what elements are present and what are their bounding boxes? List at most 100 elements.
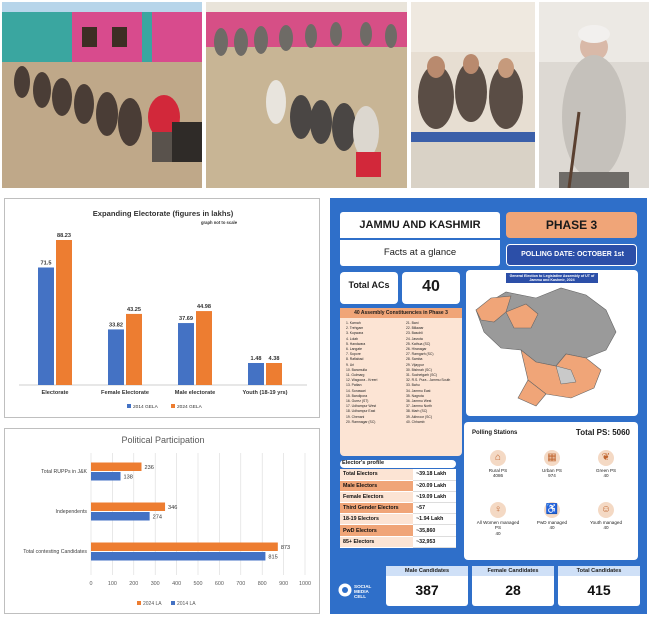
constituency-item: 26. Hiranagar <box>406 347 427 352</box>
ps-label: Youth managed <box>589 520 622 525</box>
constituency-item: 29. Vijaypur <box>406 362 424 367</box>
elector-label: Male Electors <box>340 480 414 492</box>
data-label: 71.5 <box>41 260 52 266</box>
leaf-icon: ❦ <box>598 450 614 466</box>
hbar-1-1 <box>91 512 150 521</box>
ps-item: ♀ All Women managed PS 40 <box>474 502 522 536</box>
polling-stations-box: Polling Stations Total PS: 5060 ⌂ Rural P… <box>464 422 638 560</box>
polling-stations-header: Polling Stations <box>472 430 518 436</box>
ps-value: 40 <box>549 525 555 531</box>
polling-date: POLLING DATE: OCTOBER 1st <box>521 251 624 258</box>
polling-date-box: POLLING DATE: OCTOBER 1st <box>506 244 637 266</box>
legend-label: 2014 GELA <box>133 404 159 410</box>
ps-value: 40 <box>603 473 609 479</box>
elector-row: 85+ Electors ~32,953 <box>340 536 456 548</box>
constituency-item: 3. Kupwara <box>346 331 364 336</box>
ps-item: ♿ PwD managed 40 <box>528 502 576 531</box>
constituency-item: 12. Wagoora - Kreeri <box>346 378 378 383</box>
photo-seated-voters <box>411 2 535 188</box>
elector-value: ~57 <box>413 502 456 515</box>
legend-swatch <box>137 601 141 605</box>
tick-label: 300 <box>151 581 160 587</box>
chart-title: Political Participation <box>121 435 204 445</box>
data-label: 33.82 <box>109 322 123 328</box>
constituency-item: 16. Gurez (ST) <box>346 399 369 404</box>
constituency-item: 31. Suchetgarh (SC) <box>406 373 437 378</box>
photo-queue-1 <box>2 2 202 188</box>
total-acs-value: 40 <box>422 278 440 295</box>
elector-row: Female Electors ~19.09 Lakh <box>340 491 456 504</box>
bar-youth-18-19-yrs--0 <box>248 363 264 385</box>
data-label: 274 <box>153 515 162 521</box>
electors-table: Total Electors ~39.18 Lakh Male Electors ~2… <box>340 469 456 548</box>
bar-electorate-1 <box>56 240 72 385</box>
candidate-value: 387 <box>415 582 439 598</box>
constituency-list-1: 1. Karnah 2. Trehgam 3. Kupwara 4. Lolab 5. … <box>346 321 377 425</box>
chart-subtitle: graph not to scale <box>201 220 238 225</box>
constituency-item: 25. Kathua (SC) <box>406 341 431 346</box>
constituency-item: 32. R.S. Pura - Jammu South <box>406 378 451 383</box>
total-ps: Total PS: 5060 <box>575 428 630 437</box>
electorate-chart-svg: Expanding Electorate (figures in lakhs) … <box>19 209 307 410</box>
infographic-subtitle: Facts at a glance <box>383 247 457 258</box>
constituency-item: 36. Jammu West <box>406 399 432 404</box>
constituency-item: 11. Gulmarg <box>346 373 365 378</box>
bar-female-electorate-0 <box>108 329 124 385</box>
ps-label: PwD managed <box>536 520 568 525</box>
woman-icon: ♀ <box>490 502 506 518</box>
subtitle-box: Facts at a glance <box>340 240 500 266</box>
total-acs-box: 40 <box>402 272 460 304</box>
ps-value: 4086 <box>492 473 504 479</box>
constituencies-header: 40 Assembly Constituencies in Phase 3 <box>340 308 462 318</box>
logo-text: SOCIAL MEDIA CELL <box>354 584 372 599</box>
constituency-item: 4. Lolab <box>346 336 359 341</box>
constituency-item: 6. Langate <box>346 347 363 352</box>
electors-header-box: Elector's profile <box>340 460 456 468</box>
category-label: Female Electorate <box>101 390 149 396</box>
title-box: JAMMU AND KASHMIR <box>340 212 500 238</box>
phase-box: PHASE 3 <box>506 212 637 238</box>
ps-item: ☺ Youth managed 40 <box>582 502 630 531</box>
ps-item: ⌂ Rural PS 4086 <box>474 450 522 479</box>
data-label: 236 <box>145 465 154 471</box>
elector-row: PwD Electors ~35,860 <box>340 524 456 537</box>
legend-label: 2024 LA <box>143 601 162 607</box>
elector-label: Total Electors <box>340 469 414 481</box>
ps-item: ▦ Urban PS 974 <box>528 450 576 479</box>
electors-header: Elector's profile <box>342 460 385 466</box>
constituency-item: 5. Handwara <box>346 341 366 346</box>
constituency-item: 17. Udhampur West <box>346 404 377 409</box>
bar-female-electorate-1 <box>126 313 142 385</box>
data-label: 44.98 <box>197 304 211 310</box>
candidate-box: Female Candidates 28 <box>472 566 554 606</box>
tick-label: 700 <box>236 581 245 587</box>
elector-label: 18-19 Electors <box>340 513 414 526</box>
elector-row: Total Electors ~39.18 Lakh <box>340 469 456 481</box>
hbar-2-1 <box>91 552 266 561</box>
tick-label: 200 <box>129 581 138 587</box>
tick-label: 900 <box>279 581 288 587</box>
constituency-item: 22. Billawar <box>406 326 424 331</box>
tick-label: 600 <box>215 581 224 587</box>
chart-title: Expanding Electorate (figures in lakhs) <box>93 209 234 218</box>
constituency-item: 33. Bahu <box>406 383 420 388</box>
elector-row: 18-19 Electors ~1.94 Lakh <box>340 513 456 526</box>
ps-label: All Women managed PS <box>476 520 520 531</box>
constituency-item: 15. Bandipora <box>346 393 368 398</box>
constituency-item: 2. Trehgam <box>346 326 364 331</box>
building-icon: ▦ <box>544 450 560 466</box>
data-label: 4.38 <box>269 356 280 362</box>
candidate-value: 28 <box>505 582 521 598</box>
map-caption: General Election to Legislative Assembly… <box>506 273 598 283</box>
constituency-list-2: 21. Bani 22. Billawar 23. Basohli 24. Jasro… <box>406 321 450 425</box>
constituency-item: 28. Samba <box>406 357 423 362</box>
tick-label: 800 <box>258 581 267 587</box>
constituency-item: 40. Chhamb <box>406 419 425 424</box>
category-label: Male electorate <box>175 390 215 396</box>
category-label: Independents <box>56 509 88 515</box>
elector-value: ~35,860 <box>413 524 456 537</box>
data-label: 815 <box>268 555 277 561</box>
constituency-item: 8. Rafiabad <box>346 357 364 362</box>
constituency-item: 39. Akhnoor (SC) <box>406 414 433 419</box>
jk-map <box>475 287 617 407</box>
